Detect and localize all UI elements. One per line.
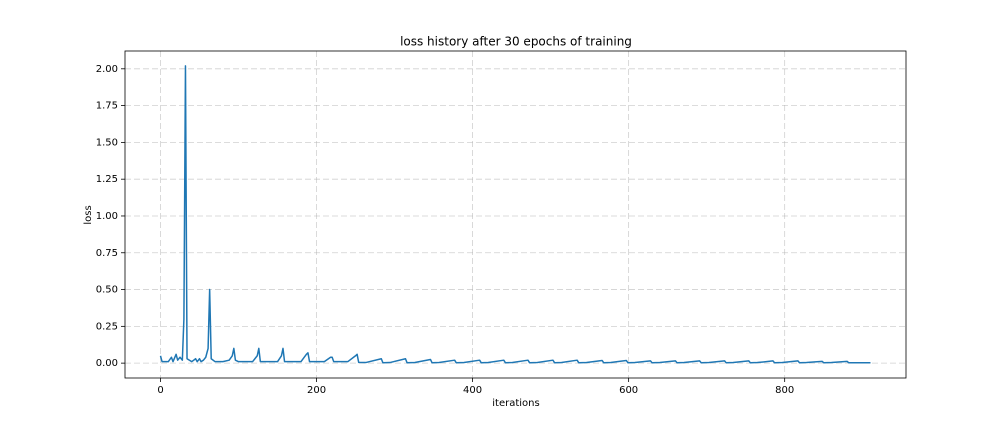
y-tick-label: 1.25 [96, 174, 118, 185]
x-tick-label: 0 [157, 385, 163, 396]
line [159, 65, 871, 364]
y-tick-label: 0.25 [96, 321, 118, 332]
plot-frame [124, 50, 907, 379]
x-tick-label: 400 [463, 385, 482, 396]
x-tick-label: 600 [619, 385, 638, 396]
chart-title: loss history after 30 epochs of training [400, 35, 632, 49]
x-tick-label: 800 [775, 385, 794, 396]
y-tick-label: 0.00 [96, 358, 118, 369]
y-tick-label: 1.50 [96, 137, 118, 148]
y-tick-label: 1.75 [96, 101, 118, 112]
y-tick-label: 1.00 [96, 211, 118, 222]
y-tick-label: 0.50 [96, 285, 118, 296]
y-axis-label: loss [83, 205, 94, 224]
y-tick-label: 2.00 [96, 64, 118, 75]
x-tick-label: 200 [307, 385, 326, 396]
x-axis-label: iterations [492, 398, 539, 409]
y-tick-label: 0.75 [96, 248, 118, 259]
